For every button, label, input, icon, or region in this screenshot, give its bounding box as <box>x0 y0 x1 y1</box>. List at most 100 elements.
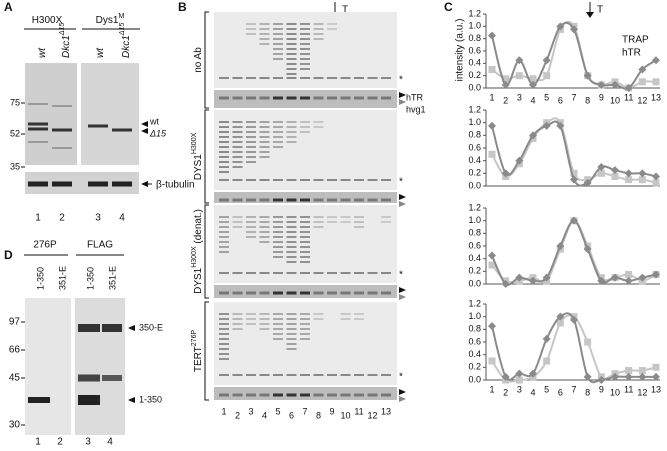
lane-number: 2 <box>59 213 65 224</box>
lane-label: 1-350 <box>85 267 95 290</box>
arrow <box>141 181 148 187</box>
point <box>488 121 496 130</box>
point <box>542 56 551 65</box>
point <box>570 216 578 225</box>
arrow <box>399 92 406 98</box>
point <box>556 242 565 250</box>
y-tick-label: 0.0 <box>468 180 481 190</box>
arrow <box>399 194 406 200</box>
marker-label: 97 <box>9 317 21 328</box>
blot <box>75 298 125 435</box>
lane-number: 4 <box>107 437 113 448</box>
lane-label-base: wt <box>95 47 106 58</box>
y-tick-label: 0.2 <box>468 70 481 80</box>
point <box>556 121 565 130</box>
group-label-base: Dys1 <box>96 15 119 26</box>
point <box>542 273 551 282</box>
band-label: 350-E <box>139 322 163 332</box>
y-tick-label: 0.8 <box>468 324 481 334</box>
point <box>583 245 592 254</box>
y-tick-label: 1.0 <box>468 311 481 321</box>
point <box>638 78 646 86</box>
section-label-suffix: (denat.) <box>193 209 204 246</box>
y-tick-label: 0.2 <box>468 266 481 276</box>
blot <box>25 172 139 194</box>
y-tick-label: 0.6 <box>468 142 481 152</box>
lane-number: 12 <box>367 410 377 420</box>
x-tick-label: 13 <box>651 92 661 102</box>
point <box>652 372 660 381</box>
point <box>529 80 537 89</box>
point <box>543 72 551 80</box>
lane-number: 4 <box>262 410 267 420</box>
point <box>515 56 524 65</box>
point <box>652 172 660 181</box>
panel-label: C <box>444 0 453 14</box>
lane-label-base: wt <box>37 47 48 58</box>
point <box>652 270 660 279</box>
asterisk: * <box>399 372 403 383</box>
x-tick-label: 7 <box>571 384 576 394</box>
point <box>556 312 565 321</box>
x-tick-label: 4 <box>530 387 535 397</box>
section-label: DYS1H300X <box>191 132 203 180</box>
arrow <box>399 99 406 105</box>
arrow <box>141 121 148 127</box>
point <box>624 372 633 381</box>
blot <box>214 192 397 203</box>
point <box>502 75 510 83</box>
point <box>529 369 537 378</box>
point <box>570 169 578 177</box>
arrow <box>399 396 406 402</box>
legend-label: TRAP <box>622 35 649 46</box>
x-tick-label: 11 <box>624 92 633 102</box>
section-label-base: DYS1 <box>193 267 204 294</box>
point <box>515 369 524 378</box>
point <box>652 179 660 187</box>
blot <box>25 63 77 165</box>
point <box>529 75 537 83</box>
bracket <box>204 204 209 299</box>
point <box>529 131 537 140</box>
bracket <box>204 109 209 204</box>
point <box>570 175 578 184</box>
point <box>624 84 633 92</box>
lane-number: 3 <box>248 406 253 416</box>
point <box>611 166 619 175</box>
legend-label: hTR <box>622 48 641 59</box>
x-tick-label: 1 <box>489 384 494 394</box>
section-label-base: no Ab <box>193 47 204 73</box>
x-tick-label: 2 <box>503 387 508 397</box>
x-tick-label: 4 <box>530 95 535 105</box>
x-tick-label: 10 <box>610 95 620 105</box>
point <box>583 71 592 80</box>
point <box>488 322 496 331</box>
point <box>597 163 606 171</box>
y-axis-label: intensity (a.u.) <box>455 19 466 82</box>
y-tick-label: 0.2 <box>468 362 481 372</box>
point <box>597 276 606 285</box>
section-label-sup: H300X <box>191 132 198 154</box>
lane-number: 4 <box>119 213 125 224</box>
point <box>624 276 633 285</box>
lane-number: 6 <box>289 410 294 420</box>
lane-label-sup: Δ15 <box>119 23 126 37</box>
point <box>570 315 578 324</box>
asterisk: * <box>399 177 403 188</box>
lane-label: 351-E <box>57 266 67 290</box>
point <box>611 372 619 381</box>
lane-label: 351-E <box>107 266 117 290</box>
lane-number: 8 <box>316 410 321 420</box>
x-tick-label: 8 <box>585 387 590 397</box>
section-label-sup: H300X <box>191 246 198 268</box>
point <box>515 376 523 384</box>
x-tick-label: 2 <box>503 95 508 105</box>
marker-label: 75 <box>10 97 20 107</box>
point <box>625 176 633 184</box>
group-label: Dys1M <box>96 13 125 25</box>
lane-number: 1 <box>221 406 226 416</box>
section-label: no Ab <box>193 47 204 73</box>
lane-label: wt <box>37 47 48 58</box>
point <box>529 276 537 285</box>
x-tick-label: 11 <box>624 384 633 394</box>
